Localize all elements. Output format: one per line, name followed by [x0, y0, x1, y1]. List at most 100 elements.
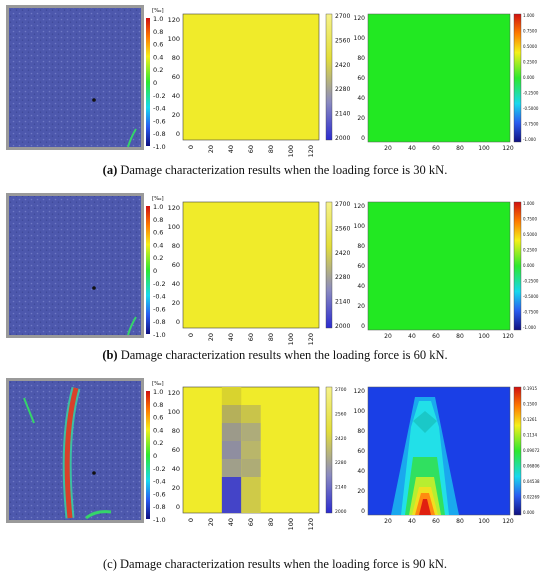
- contour-y-tick: 60: [357, 75, 365, 82]
- contour-colorbar-tick: 0.06806: [523, 464, 540, 469]
- contour-colorbar: [513, 386, 522, 516]
- contour-y-tick: 60: [357, 448, 365, 455]
- grid-x-tick: 40: [227, 333, 235, 341]
- photo-scale-tick: -0.8: [153, 503, 166, 511]
- grid-colorbar-tick: 2420: [335, 250, 350, 257]
- grid-x-tick: 20: [207, 333, 215, 341]
- contour-colorbar-tick: 0.7500: [523, 217, 537, 222]
- grid-colorbar-tick: 2140: [335, 111, 350, 118]
- contour-y-tick: 0: [361, 135, 365, 142]
- specimen-photo: [9, 8, 141, 147]
- contour-colorbar-tick: 0.000: [523, 263, 535, 268]
- grid-x-tick: 0: [187, 333, 195, 337]
- contour-x-tick: 20: [384, 333, 392, 340]
- contour-colorbar-tick: 0.1915: [523, 386, 537, 391]
- contour-colorbar-tick: 0.1261: [523, 417, 537, 422]
- photo-scale-tick: 0.6: [153, 229, 163, 237]
- grid-x-tick: 100: [287, 518, 295, 530]
- photo-scale-tick: -0.8: [153, 318, 166, 326]
- grid-colorbar-tick: 2140: [335, 485, 347, 491]
- grid-x-tick: 0: [187, 518, 195, 522]
- grid-colorbar: [325, 201, 333, 329]
- contour-colorbar-tick: 0.7500: [523, 29, 537, 34]
- grid-colorbar-tick: 2000: [335, 135, 350, 142]
- photo-scale-unit: [‰]: [152, 381, 164, 387]
- caption-c: (c) Damage characterization results when…: [103, 557, 447, 571]
- photo-scale-tick: 0: [153, 452, 157, 460]
- contour-y-tick: 120: [354, 15, 366, 22]
- specimen-photo: [9, 196, 141, 335]
- photo-scale-tick: -0.2: [153, 92, 166, 100]
- contour-x-tick: 20: [384, 145, 392, 152]
- photo-scale-tick: -1.0: [153, 331, 166, 339]
- grid-colorbar-tick: 2700: [335, 387, 347, 393]
- contour-x-tick: 80: [456, 518, 464, 525]
- grid-map: [182, 201, 320, 329]
- grid-colorbar-tick: 2000: [335, 323, 350, 330]
- contour-x-tick: 60: [432, 333, 440, 340]
- grid-x-tick: 120: [307, 145, 315, 157]
- grid-cell: [221, 405, 242, 423]
- contour-y-tick: 60: [357, 263, 365, 270]
- contour-colorbar-tick: 0.2500: [523, 248, 537, 253]
- photo-scale-tick: 0.4: [153, 241, 163, 249]
- contour-x-tick: 80: [456, 333, 464, 340]
- caption-a: (a) Damage characterization results when…: [102, 163, 448, 177]
- photo-scale-tick: 0.6: [153, 414, 163, 422]
- contour-y-tick: 80: [357, 243, 365, 250]
- photo-scale-tick: 0.4: [153, 426, 163, 434]
- contour-y-tick: 20: [357, 488, 365, 495]
- grid-cell: [221, 387, 242, 405]
- photo-colorbar: [146, 206, 150, 334]
- grid-x-tick: 100: [287, 145, 295, 157]
- grid-x-tick: 20: [207, 518, 215, 526]
- grid-cell: [221, 459, 242, 477]
- photo-scale-tick: 1.0: [153, 15, 163, 23]
- photo-scale-tick: -0.2: [153, 465, 166, 473]
- photo-scale-tick: 0.8: [153, 401, 163, 409]
- grid-y-tick: 100: [168, 35, 180, 43]
- grid-y-tick: 0: [176, 503, 180, 511]
- edge-strain: [127, 128, 137, 148]
- photo-scale-tick: -0.6: [153, 490, 166, 498]
- contour-x-tick: 20: [384, 518, 392, 525]
- grid-y-tick: 20: [172, 484, 180, 492]
- grid-cell: [241, 441, 261, 459]
- grid-colorbar-tick: 2000: [335, 509, 347, 515]
- grid-y-tick: 40: [172, 465, 180, 473]
- contour-colorbar-tick: -0.5000: [523, 106, 539, 111]
- photo-scale-tick: -1.0: [153, 516, 166, 524]
- grid-colorbar-tick: 2140: [335, 299, 350, 306]
- contour-y-tick: 120: [354, 203, 366, 210]
- grid-colorbar-tick: 2700: [335, 201, 350, 208]
- contour-y-tick: 20: [357, 303, 365, 310]
- photo-scale-tick: 0.2: [153, 66, 163, 74]
- grid-y-tick: 20: [172, 111, 180, 119]
- grid-map: [182, 13, 320, 141]
- photo-scale-tick: -0.2: [153, 280, 166, 288]
- row-b: [‰]1.0 0.8 0.6 0.4 0.2 0 -0.2 -0.4 -0.6 -0.8 -1.0 1…: [6, 193, 539, 345]
- contour-map: [367, 201, 511, 331]
- photo-scale-unit: [‰]: [152, 8, 164, 14]
- photo-scale-tick: -0.6: [153, 117, 166, 125]
- contour-x-tick: 40: [408, 333, 416, 340]
- grid-colorbar-tick: 2700: [335, 13, 350, 20]
- grid-y-tick: 40: [172, 92, 180, 100]
- grid-colorbar: [325, 386, 333, 514]
- grid-x-tick: 100: [287, 333, 295, 345]
- contour-colorbar: [513, 201, 522, 331]
- contour-y-tick: 100: [354, 223, 366, 230]
- grid-cell: [241, 459, 261, 477]
- grid-y-tick: 80: [172, 54, 180, 62]
- contour-colorbar-tick: -1.000: [523, 137, 536, 142]
- contour-colorbar-tick: -0.7500: [523, 310, 539, 315]
- contour-y-tick: 80: [357, 428, 365, 435]
- grid-x-tick: 60: [247, 333, 255, 341]
- photo-scale-tick: 0.6: [153, 41, 163, 49]
- photo-scale-tick: -1.0: [153, 143, 166, 151]
- photo-colorbar: [146, 18, 150, 146]
- contour-x-tick: 60: [432, 518, 440, 525]
- contour-x-tick: 80: [456, 145, 464, 152]
- contour-y-tick: 100: [354, 35, 366, 42]
- contour-y-tick: 0: [361, 508, 365, 515]
